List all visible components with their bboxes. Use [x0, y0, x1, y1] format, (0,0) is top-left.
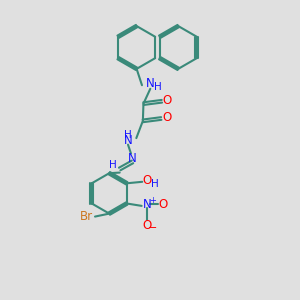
Text: Br: Br [80, 210, 93, 223]
Text: N: N [124, 134, 132, 147]
Text: O: O [159, 198, 168, 211]
Text: O: O [142, 174, 151, 187]
Text: O: O [142, 219, 152, 232]
Text: N: N [146, 77, 155, 90]
Text: H: H [154, 82, 162, 92]
Text: H: H [124, 130, 131, 140]
Text: N: N [128, 152, 137, 164]
Text: −: − [148, 223, 158, 233]
Text: O: O [162, 111, 171, 124]
Text: H: H [151, 179, 159, 189]
Text: H: H [109, 160, 117, 170]
Text: O: O [163, 94, 172, 107]
Text: N: N [142, 198, 152, 211]
Text: +: + [149, 196, 156, 205]
